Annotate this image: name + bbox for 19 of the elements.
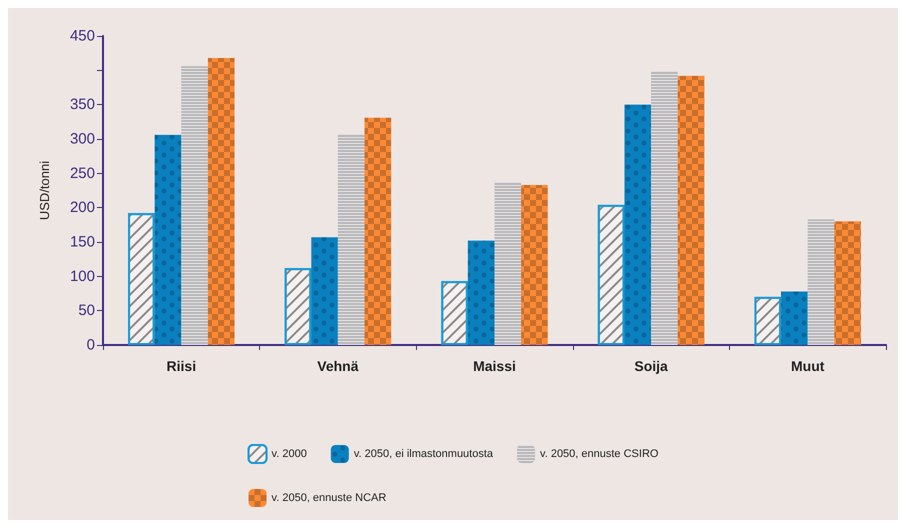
legend-label: v. 2050, ei ilmastonmuutosta <box>354 448 494 460</box>
y-tick-label: 250 <box>70 164 95 182</box>
y-tick-label: 350 <box>70 96 95 114</box>
y-tick-label: 0 <box>86 336 95 354</box>
y-tick-label: 50 <box>78 302 95 320</box>
y-tick-label: 300 <box>70 130 95 148</box>
y-tick-label: 450 <box>70 28 95 44</box>
y-axis-title: USD/tonni <box>37 160 52 220</box>
y-tick-label: 100 <box>70 268 95 285</box>
y-tick-label: 200 <box>70 199 95 216</box>
x-tick-label: Soija <box>634 358 668 374</box>
legend-label: v. 2050, ennuste CSIRO <box>540 448 659 460</box>
legend-label: v. 2000 <box>272 448 307 460</box>
legend-label: v. 2050, ennuste NCAR <box>272 492 386 504</box>
x-tick-label: Riisi <box>166 358 196 374</box>
x-tick-label: Muut <box>790 358 825 374</box>
y-tick-label: 150 <box>70 234 95 250</box>
x-tick-label: Vehnä <box>317 358 359 374</box>
x-tick-label: Maissi <box>473 358 516 374</box>
